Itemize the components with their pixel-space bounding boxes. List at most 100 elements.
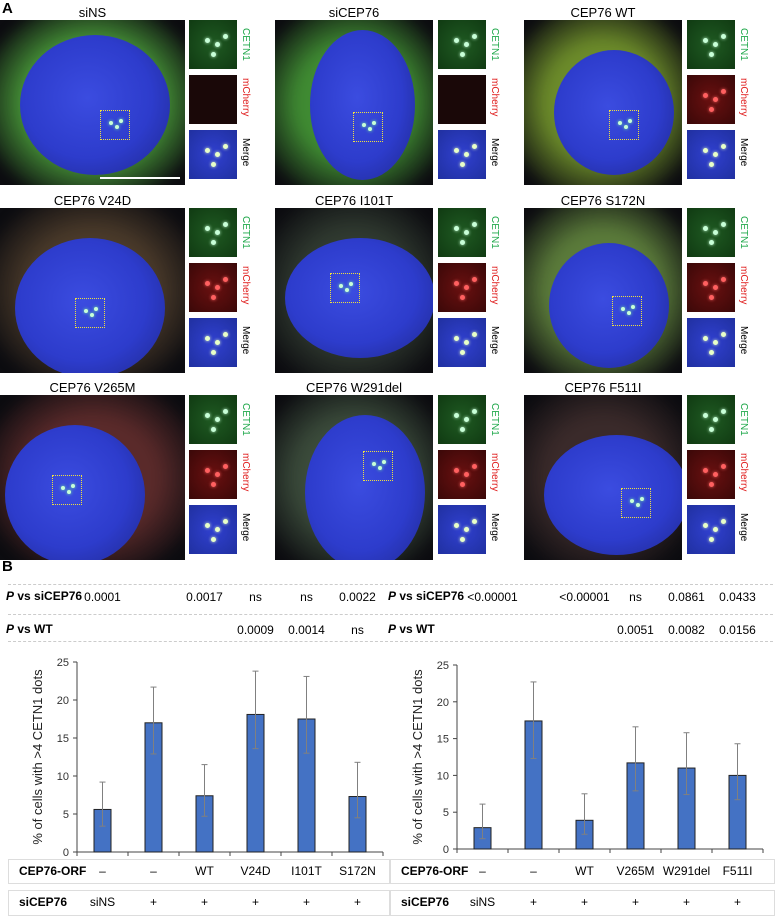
scale-bar	[100, 177, 180, 179]
micrograph	[524, 395, 682, 560]
table-divider	[8, 641, 388, 642]
sirna-value: +	[529, 895, 538, 909]
p-value-vs-wt: 0.0082	[668, 623, 705, 637]
inset-merge	[438, 505, 486, 554]
table-divider	[8, 614, 388, 615]
centriole-dot	[205, 468, 210, 473]
inset-merge	[189, 318, 237, 367]
centriole-dot	[454, 413, 459, 418]
centriole-dot	[703, 226, 708, 231]
centriole-dot	[94, 307, 98, 311]
centriole-dot	[205, 413, 210, 418]
centriole-dot	[721, 409, 726, 414]
orf-value: –	[99, 864, 106, 878]
sirna-value: +	[733, 895, 742, 909]
y-tick-label: 15	[437, 734, 449, 746]
micrograph	[0, 20, 185, 185]
centriole-dot	[211, 537, 216, 542]
orf-row-label: CEP76-ORF	[19, 864, 87, 878]
centriole-dot	[703, 468, 708, 473]
inset-mcherry	[189, 263, 237, 312]
centriole-dot	[205, 148, 210, 153]
centriole-dot	[464, 417, 469, 422]
centriole-dot	[205, 38, 210, 43]
orf-value: –	[150, 864, 157, 878]
nucleus	[544, 435, 682, 555]
inset-cetn1	[438, 395, 486, 444]
inset-cetn1	[687, 395, 735, 444]
sirna-value: +	[251, 895, 260, 909]
centriole-dot	[703, 93, 708, 98]
centriole-dot	[223, 222, 228, 227]
centriole-dot	[454, 468, 459, 473]
micrograph	[0, 395, 185, 560]
orf-value: F511I	[722, 864, 753, 878]
centriole-dot	[472, 409, 477, 414]
zoom-region-box	[75, 298, 105, 328]
p-value-vs-wt: 0.0156	[719, 623, 756, 637]
p-value-vs-wt: ns	[351, 623, 364, 637]
centriole-dot	[460, 482, 465, 487]
centriole-dot	[223, 34, 228, 39]
centriole-dot	[205, 281, 210, 286]
inset-merge	[438, 130, 486, 179]
centriole-dot	[109, 121, 113, 125]
centriole-dot	[628, 119, 632, 123]
zoom-region-box	[612, 296, 642, 326]
p-value-vs-sicep76: 0.0001	[84, 590, 121, 604]
centriole-dot	[464, 340, 469, 345]
orf-value: W291del	[662, 864, 711, 878]
p-value-vs-sicep76: 0.0861	[668, 590, 705, 604]
centriole-dot	[703, 38, 708, 43]
centriole-dot	[84, 309, 88, 313]
orf-value: WT	[575, 864, 594, 878]
image-title: CEP76 V265M	[49, 380, 136, 395]
nucleus	[549, 243, 669, 368]
inset-mcherry	[189, 75, 237, 124]
p-value-vs-sicep76: 0.0433	[719, 590, 756, 604]
centriole-dot	[211, 482, 216, 487]
y-tick-label: 15	[57, 733, 69, 745]
zoom-region-box	[363, 451, 393, 481]
centriole-dot	[464, 152, 469, 157]
sirna-value: siNS	[469, 895, 496, 909]
inset-mcherry	[687, 450, 735, 499]
sirna-row	[390, 890, 775, 916]
centriole-dot	[721, 332, 726, 337]
centriole-dot	[713, 527, 718, 532]
p-value-vs-sicep76: ns	[300, 590, 313, 604]
orf-value: WT	[195, 864, 214, 878]
centriole-dot	[211, 350, 216, 355]
orf-value: –	[479, 864, 486, 878]
p-vs-wt-label: P vs WT	[388, 622, 435, 636]
centriole-dot	[211, 240, 216, 245]
centriole-dot	[709, 52, 714, 57]
centriole-dot	[345, 288, 349, 292]
y-tick-label: 20	[57, 695, 69, 707]
centriole-dot	[636, 503, 640, 507]
centriole-dot	[464, 230, 469, 235]
p-value-vs-wt: 0.0051	[617, 623, 654, 637]
centriole-dot	[721, 144, 726, 149]
inset-merge	[189, 505, 237, 554]
orf-value: V24D	[240, 864, 271, 878]
p-value-vs-wt: 0.0014	[288, 623, 325, 637]
centriole-dot	[339, 284, 343, 288]
centriole-dot	[215, 417, 220, 422]
centriole-dot	[454, 281, 459, 286]
centriole-dot	[709, 482, 714, 487]
centriole-dot	[215, 42, 220, 47]
p-vs-sicep76-label: P vs siCEP76	[6, 589, 83, 603]
sirna-value: siNS	[89, 895, 116, 909]
image-title: CEP76 F511I	[564, 380, 642, 395]
sirna-row	[8, 890, 390, 916]
centriole-dot	[472, 277, 477, 282]
centriole-dot	[640, 497, 644, 501]
centriole-dot	[454, 38, 459, 43]
centriole-dot	[472, 332, 477, 337]
centriole-dot	[631, 305, 635, 309]
inset-merge	[687, 130, 735, 179]
centriole-dot	[67, 490, 71, 494]
